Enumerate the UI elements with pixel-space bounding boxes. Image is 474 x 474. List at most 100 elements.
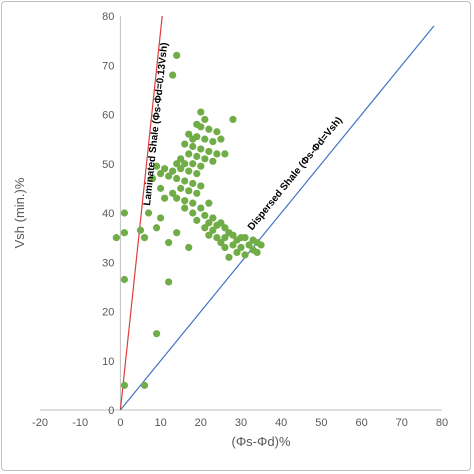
data-point <box>185 187 193 195</box>
data-point <box>173 51 181 60</box>
y-tick-label: 50 <box>102 159 114 171</box>
y-tick-label: 40 <box>102 208 114 220</box>
data-point <box>193 152 201 160</box>
data-point <box>193 133 201 141</box>
data-point <box>205 219 213 227</box>
data-point <box>181 204 189 212</box>
data-point <box>201 224 209 232</box>
data-point <box>201 155 209 163</box>
data-point <box>161 194 169 202</box>
data-point <box>217 135 225 143</box>
data-point <box>197 182 205 190</box>
data-point <box>136 226 145 234</box>
data-points <box>112 51 265 389</box>
data-point <box>197 145 205 153</box>
data-point <box>185 130 193 138</box>
data-point <box>173 229 181 237</box>
x-tick-label: 80 <box>436 417 448 429</box>
data-point <box>201 211 209 220</box>
data-point <box>257 241 265 249</box>
data-point <box>120 209 129 217</box>
x-tick-label: 0 <box>117 417 123 429</box>
data-point <box>177 155 185 163</box>
data-point <box>169 71 177 79</box>
data-point <box>193 216 201 224</box>
data-point <box>185 150 193 158</box>
x-tick-label: -10 <box>72 417 88 429</box>
data-point <box>189 209 197 217</box>
data-point <box>209 226 217 234</box>
data-point <box>225 253 233 261</box>
data-point <box>169 189 177 197</box>
y-tick-label: 20 <box>102 307 114 319</box>
data-point <box>173 194 181 202</box>
y-tick-label: 70 <box>102 60 114 72</box>
data-point <box>201 115 209 124</box>
data-point <box>217 219 225 227</box>
x-tick-label: 50 <box>315 417 327 429</box>
data-point <box>205 199 213 207</box>
data-point <box>173 174 181 183</box>
y-tick-label: 0 <box>108 405 114 417</box>
data-point <box>120 381 129 389</box>
data-point <box>112 234 120 242</box>
x-axis-title: (Φs-Φd)% <box>231 434 290 449</box>
data-point <box>193 189 201 197</box>
laminated-shale-label: Laminated Shale (Φs-Φd=0.13Vsh) <box>142 42 170 206</box>
data-point <box>181 177 189 185</box>
data-point <box>157 214 165 222</box>
data-point <box>177 165 185 173</box>
data-point <box>221 243 229 252</box>
data-point <box>148 174 157 183</box>
y-tick-label: 10 <box>102 356 114 368</box>
data-point <box>221 224 229 232</box>
data-point <box>197 123 205 131</box>
data-point <box>253 248 261 256</box>
data-point <box>157 184 165 192</box>
x-tick-labels: -20 -10 0 10 20 30 40 50 60 70 80 <box>32 417 448 429</box>
data-point <box>241 234 249 242</box>
axes <box>40 16 442 411</box>
data-point <box>197 204 205 212</box>
data-point <box>140 381 149 389</box>
y-axis-title: Vsh (min.)% <box>12 177 27 248</box>
data-point <box>205 231 213 239</box>
data-point <box>181 160 189 168</box>
data-point <box>217 238 225 247</box>
data-point <box>213 128 221 136</box>
x-tick-label: 60 <box>355 417 367 429</box>
data-point <box>213 150 221 158</box>
x-tick-label: -20 <box>32 417 48 429</box>
data-point <box>169 167 177 175</box>
data-point <box>213 234 221 242</box>
data-point <box>140 234 149 242</box>
data-point <box>157 170 165 178</box>
data-point <box>185 167 193 175</box>
data-point <box>144 209 153 217</box>
y-tick-label: 30 <box>102 257 114 269</box>
data-point <box>165 172 173 180</box>
x-tick-label: 10 <box>154 417 166 429</box>
data-point <box>189 179 197 188</box>
data-point <box>229 231 237 239</box>
data-point <box>205 147 213 156</box>
data-point <box>197 108 205 116</box>
data-point <box>189 199 197 207</box>
data-point <box>229 115 237 124</box>
data-point <box>152 330 161 338</box>
data-point <box>197 162 205 170</box>
x-tick-label: 70 <box>396 417 408 429</box>
data-point <box>120 229 129 237</box>
dispersed-shale-line <box>119 25 435 411</box>
data-point <box>245 241 253 249</box>
data-point <box>152 224 161 232</box>
data-point <box>152 162 161 170</box>
x-tick-label: 30 <box>235 417 247 429</box>
data-point <box>229 241 237 249</box>
data-point <box>173 160 181 168</box>
data-point <box>233 248 241 256</box>
line-annotations: Laminated Shale (Φs-Φd=0.13Vsh) Dispersed… <box>142 42 345 233</box>
dispersed-shale-label: Dispersed Shale (Φs-Φd=Vsh) <box>246 115 345 233</box>
data-point <box>209 214 217 222</box>
